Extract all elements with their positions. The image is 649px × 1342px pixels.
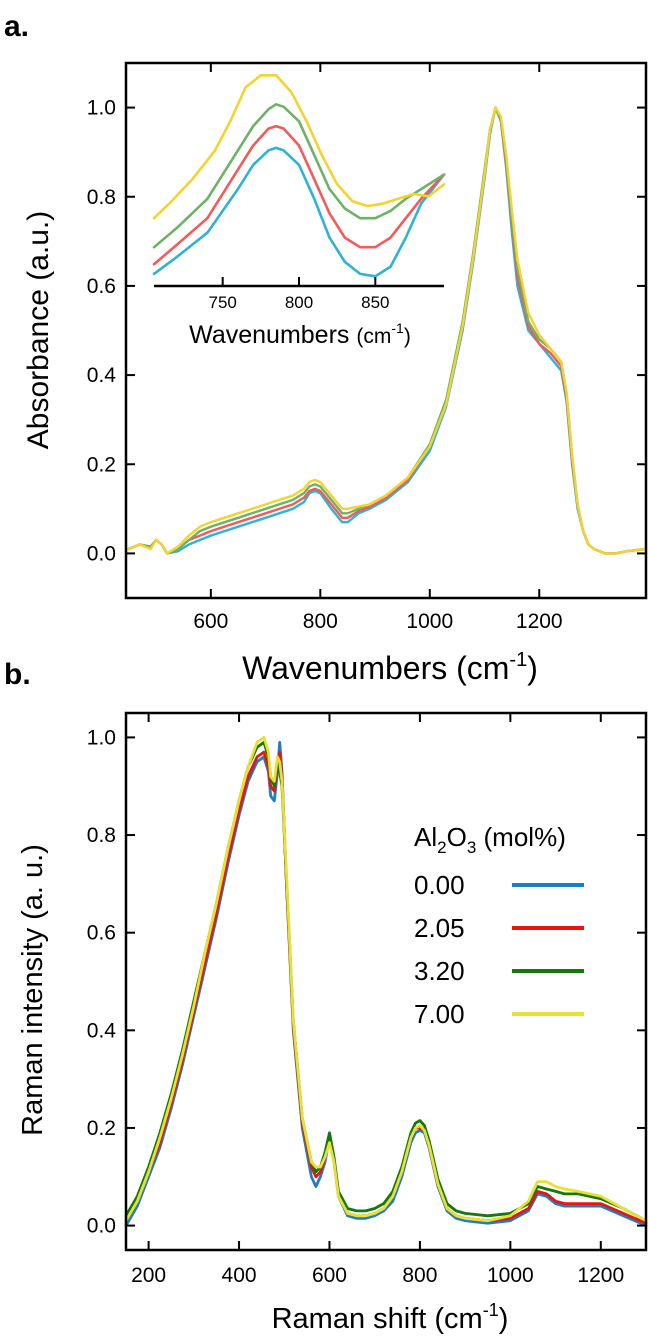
inset-series-3: [152, 103, 446, 249]
panel-a-xtick-label: 600: [193, 610, 228, 633]
panel-b-ytick-label: 0.6: [87, 922, 116, 945]
legend-entry-label: 2.05: [414, 913, 465, 943]
inset-xlabel: Wavenumbers (cm-1): [189, 320, 411, 349]
panel-b-series-3: [124, 740, 648, 1223]
legend-entry-label: 3.20: [414, 956, 465, 986]
inset-xlabel-main: Wavenumbers: [189, 321, 356, 349]
inset-series-2: [152, 124, 446, 266]
panel-a-xlabel-end: ): [527, 650, 538, 686]
inset-xtick-label: 800: [285, 293, 313, 312]
panel-b-ytick-label: 0.8: [87, 824, 116, 847]
legend-entry-label: 0.00: [414, 870, 465, 900]
panel-b-xlabel-end: ): [499, 1303, 509, 1335]
legend: Al2O3 (mol%) 0.00 2.05 3.20 7.00: [414, 822, 584, 1029]
legend-title-o: O: [447, 822, 467, 852]
panel-a-ytick-label: 0.8: [87, 186, 116, 209]
panel-b-ytick-label: 0.4: [87, 1019, 117, 1042]
panel-b-xlabel-sup: -1: [483, 1300, 499, 1320]
panel-b-series-4: [124, 736, 648, 1223]
panel-a-series-4: [127, 106, 648, 555]
inset-xlabel-end: ): [404, 325, 411, 348]
panel-a-xlabel-sup: -1: [509, 649, 527, 671]
legend-title-sub2: 3: [467, 838, 476, 857]
panel-b-ytick-label: 0.2: [87, 1117, 116, 1140]
legend-entries: 0.00 2.05 3.20 7.00: [414, 870, 584, 1029]
legend-title-al: Al: [414, 822, 437, 852]
panel-a-ticks: 600 800 1000 1200 0.0 0.2 0.4 0.6 0.8 1.0: [87, 63, 646, 633]
inset-series-1: [152, 146, 446, 278]
panel-a-frame: [124, 61, 648, 600]
panel-a-ytick-label: 0.2: [87, 453, 116, 476]
panel-b-ticks: 200 400 600 800 1000 1200 0.0 0.2 0.4 0.6 0.8 1.0: [87, 713, 646, 1287]
panel-a-xlabel: Wavenumbers (cm-1): [242, 649, 538, 686]
panel-b-xtick-label: 1000: [487, 1264, 534, 1287]
inset-xlabel-paren: (cm: [356, 325, 391, 348]
legend-title: Al2O3 (mol%): [414, 822, 566, 857]
panel-a-xtick-label: 1200: [516, 610, 563, 633]
panel-a-xtick-label: 1000: [406, 610, 453, 633]
panel-a-series: [127, 106, 648, 555]
panel-b-xtick-label: 1200: [577, 1264, 624, 1287]
inset-xtick-label: 750: [208, 293, 236, 312]
panel-a-xlabel-main: Wavenumbers (cm: [242, 650, 509, 686]
inset-series-4: [152, 74, 446, 220]
legend-entry-label: 7.00: [414, 999, 465, 1029]
panel-a-ytick-label: 0.0: [87, 542, 116, 565]
panel-a-xtick-label: 800: [303, 610, 338, 633]
panel-b-xlabel: Raman shift (cm-1): [272, 1300, 509, 1335]
panel-b-xtick-label: 600: [312, 1264, 347, 1287]
legend-title-sub1: 2: [437, 838, 446, 857]
panel-b-series: [124, 736, 648, 1227]
panel-a-label: a.: [4, 10, 29, 43]
legend-title-end: (mol%): [476, 822, 566, 852]
panel-b-xtick-label: 200: [131, 1264, 166, 1287]
panel-a-ytick-label: 0.6: [87, 275, 116, 298]
panel-a-ylabel: Absorbance (a.u.): [22, 211, 55, 449]
panel-b-series-1: [124, 740, 648, 1227]
inset-xtick-label: 850: [361, 293, 389, 312]
panel-b-xlabel-main: Raman shift (cm: [272, 1303, 483, 1335]
panel-b-series-2: [124, 750, 648, 1225]
panel-a-ytick-label: 0.4: [87, 364, 117, 387]
panel-b-ylabel: Raman intensity (a. u.): [17, 844, 49, 1136]
panel-b-label: b.: [4, 658, 31, 691]
inset-ticks: 750 800 850: [208, 277, 390, 312]
panel-b-xtick-label: 400: [222, 1264, 257, 1287]
panel-b-frame: [124, 711, 648, 1252]
panel-b-ytick-label: 1.0: [87, 726, 116, 749]
panel-a-ytick-label: 1.0: [87, 97, 116, 120]
inset-series: [152, 74, 446, 278]
panel-b-ytick-label: 0.0: [87, 1215, 116, 1238]
inset-xlabel-sup: -1: [391, 320, 404, 336]
panel-b-xtick-label: 800: [402, 1264, 437, 1287]
